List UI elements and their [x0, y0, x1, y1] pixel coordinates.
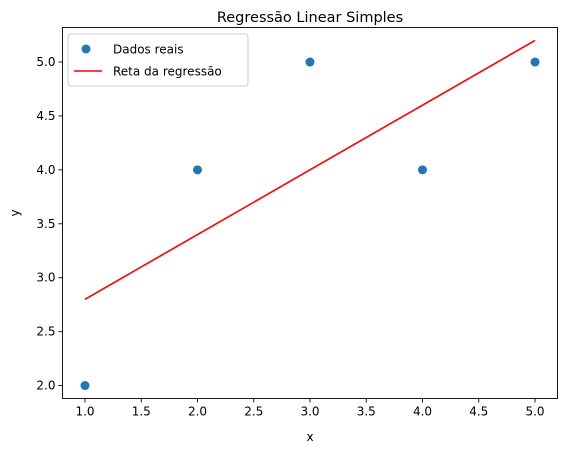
x-tick-label: 5.0: [525, 405, 544, 419]
y-tick-label: 4.0: [36, 163, 55, 177]
legend-box: [67, 33, 249, 87]
y-tick-label: 3.5: [36, 217, 55, 231]
x-tick-label: 1.0: [75, 405, 94, 419]
axes-frame: [62, 27, 558, 399]
y-tick-label: 4.5: [36, 109, 55, 123]
x-tick-label: 2.5: [244, 405, 263, 419]
legend-label-dados-reais: Dados reais: [113, 43, 184, 57]
y-tick-label: 2.0: [36, 379, 55, 393]
data-point: [193, 165, 202, 175]
x-tick-label: 4.0: [413, 405, 432, 419]
legend: Dados reais Reta da regressão: [67, 33, 249, 87]
axes-background: [62, 27, 558, 399]
x-tick-label: 2.0: [188, 405, 207, 419]
data-point: [80, 381, 90, 391]
data-point: [305, 57, 315, 67]
chart-title: Regressão Linear Simples: [217, 10, 403, 26]
legend-marker-dados-reais: [81, 44, 91, 54]
data-point: [418, 165, 427, 175]
plot-area: [62, 27, 558, 399]
y-tick-label: 2.5: [36, 325, 55, 339]
legend-label-reta-da-regressao: Reta da regressão: [113, 65, 222, 79]
y-axis-label: y: [8, 209, 22, 216]
x-tick-label: 3.0: [300, 405, 319, 419]
y-tick-label: 3.0: [36, 271, 55, 285]
x-tick-label: 1.5: [132, 405, 151, 419]
x-tick-label: 4.5: [469, 405, 488, 419]
regression-line: [84, 39, 536, 300]
series-layer: [80, 39, 540, 391]
x-tick-label: 3.5: [357, 405, 376, 419]
y-tick-label: 5.0: [36, 55, 55, 69]
x-axis-label: x: [306, 430, 313, 444]
ticks: 1.0 1.5 2.0 2.5 3.0 3.5 4.0 4.5 5.0 2.0 2.5 3.0 3.5 4…: [36, 55, 544, 418]
data-point: [530, 57, 540, 67]
